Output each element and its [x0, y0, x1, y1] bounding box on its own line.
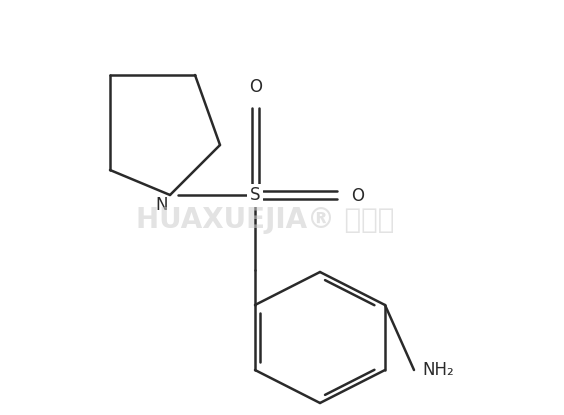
Text: S: S — [250, 186, 260, 204]
Text: O: O — [351, 187, 364, 205]
Text: N: N — [156, 196, 168, 214]
Text: HUAXUEJIA® 化学加: HUAXUEJIA® 化学加 — [136, 206, 394, 234]
Text: NH₂: NH₂ — [422, 361, 454, 379]
Text: O: O — [249, 78, 262, 96]
